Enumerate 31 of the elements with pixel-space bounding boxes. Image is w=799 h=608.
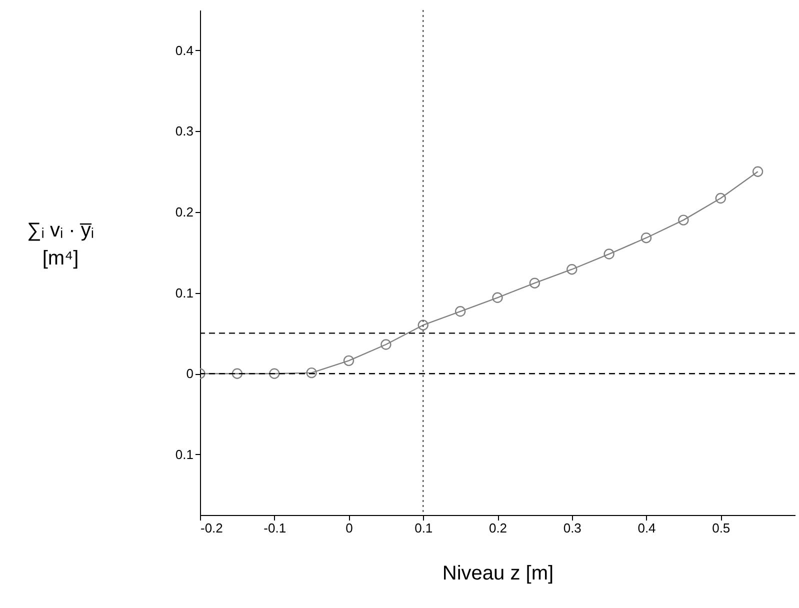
point xyxy=(640,232,652,244)
x-tick-label: 0.2 xyxy=(488,520,508,536)
y-tick-label: 0.4 xyxy=(175,42,194,58)
x-axis-title: Niveau z [m] xyxy=(442,562,554,584)
x-tick-label: 0 xyxy=(346,520,353,536)
point xyxy=(752,166,764,177)
point xyxy=(418,320,428,330)
x-tick-label: 0.5 xyxy=(712,520,730,536)
y-tick-label: 0.2 xyxy=(175,204,194,220)
point xyxy=(678,214,689,226)
point xyxy=(529,278,540,288)
point xyxy=(492,292,503,303)
point xyxy=(454,306,466,317)
x-tick-label: -0.1 xyxy=(264,520,286,536)
y-axis-title: ∑ᵢ vᵢ · y̅ᵢ [m⁴] xyxy=(26,220,94,270)
point xyxy=(306,367,317,378)
point xyxy=(604,248,614,260)
x-tick-label: 0.4 xyxy=(638,520,656,536)
x-tick-label: 0.3 xyxy=(563,520,582,536)
y-tick-label: 0.1 xyxy=(175,446,194,462)
y-tick-label: 0 xyxy=(186,366,194,382)
y-tick-label: 0.3 xyxy=(175,124,194,139)
point xyxy=(343,355,354,366)
point xyxy=(566,264,578,275)
y-tick-label: 0.1 xyxy=(175,285,194,300)
x-tick-label: -0.2 xyxy=(200,520,223,536)
point xyxy=(380,339,392,350)
point xyxy=(232,368,243,379)
point xyxy=(715,192,726,204)
point xyxy=(269,368,280,379)
x-tick-label: 0.1 xyxy=(414,520,433,536)
